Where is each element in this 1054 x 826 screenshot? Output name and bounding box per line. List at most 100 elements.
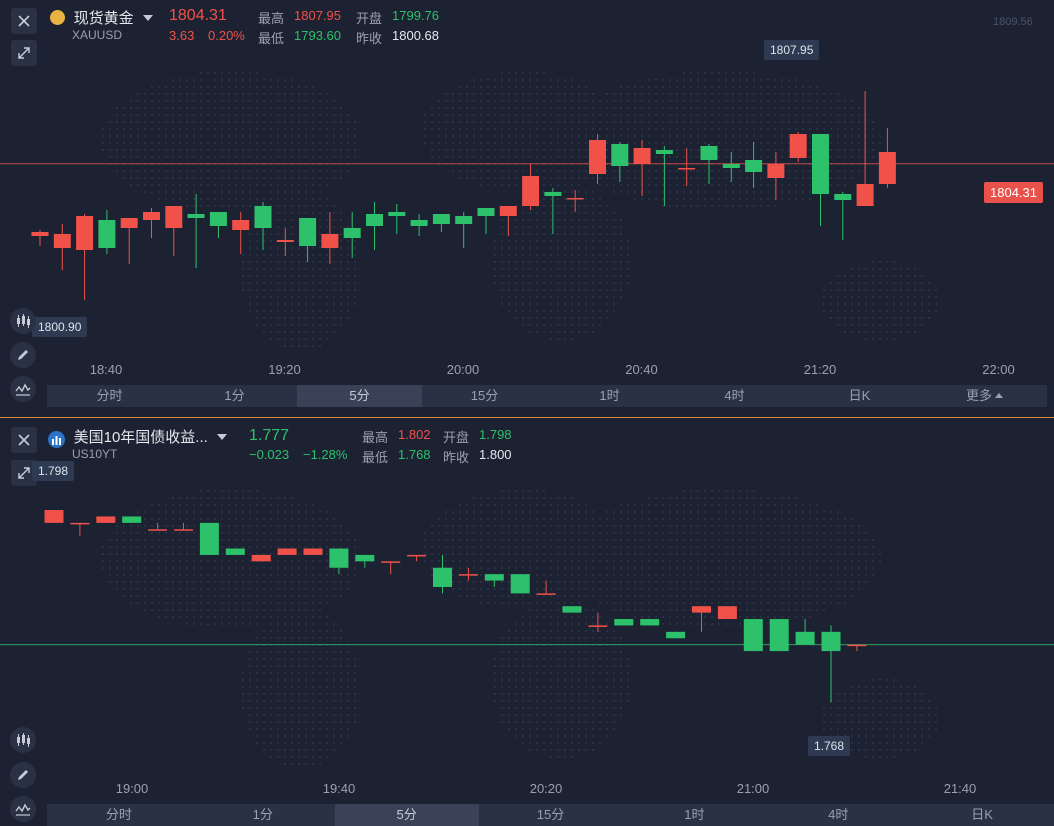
tab-minute-line[interactable]: 分时: [105, 807, 132, 822]
pencil-icon[interactable]: [10, 342, 36, 368]
gold-candle: [165, 206, 183, 256]
expand-icon[interactable]: [11, 40, 37, 66]
chevron-down-icon: [217, 434, 228, 440]
bond-candle: [329, 548, 349, 575]
gold-candle-body: [232, 220, 250, 230]
candlestick-icon[interactable]: [10, 308, 36, 334]
pencil-icon[interactable]: [10, 762, 36, 788]
gold-candle-body: [388, 212, 406, 216]
indicator-icon[interactable]: [10, 796, 36, 822]
gold-candle-body: [566, 198, 584, 200]
gold-candle: [745, 142, 763, 188]
tab-4hour[interactable]: 4时: [724, 388, 745, 403]
bond-candle: [122, 516, 142, 523]
gold-candle-body: [366, 214, 383, 226]
gold-candle: [767, 152, 785, 200]
bond-candle: [743, 619, 763, 652]
bond-candle: [562, 606, 582, 613]
tab-1hour[interactable]: 1时: [599, 388, 620, 403]
bond-title[interactable]: 美国10年国债收益...: [48, 426, 228, 448]
bond-candle: [692, 606, 711, 632]
tab-1min[interactable]: 1分: [224, 388, 245, 403]
gold-chart[interactable]: 18:40 19:20 20:00 20:40 21:20 22:00: [0, 0, 1054, 412]
bond-candle-body: [510, 574, 530, 594]
gold-candle-body: [878, 152, 896, 184]
bond-candle: [458, 567, 478, 581]
gold-candle-body: [76, 216, 94, 250]
bond-candle: [847, 644, 867, 652]
bond-high-label: 最高: [362, 430, 389, 445]
bond-candle-body: [122, 516, 142, 523]
gold-candle-body: [209, 212, 227, 226]
gold-candle-body: [700, 146, 718, 160]
candlestick-icon[interactable]: [10, 727, 36, 753]
bond-candle-body: [666, 631, 686, 639]
bond-candle-body: [692, 606, 711, 613]
gold-low-label: 最低: [258, 31, 285, 46]
gold-change-pct: 0.20%: [208, 28, 245, 43]
bond-candle-body: [717, 606, 737, 620]
gold-time-label: 20:00: [447, 362, 480, 377]
tab-15min[interactable]: 15分: [470, 388, 499, 403]
gold-candle: [276, 228, 294, 256]
gold-candle: [120, 218, 138, 264]
gold-candle: [343, 212, 361, 258]
gold-candle-body: [499, 206, 517, 216]
gold-candle: [432, 214, 450, 232]
gold-candle: [678, 148, 696, 186]
gold-candle: [655, 146, 673, 206]
bond-candle-body: [640, 619, 660, 626]
bond-prev-label: 昨收: [443, 450, 470, 465]
gold-candle-body: [187, 214, 205, 218]
tab-daily[interactable]: 日K: [848, 388, 871, 403]
bond-open: 1.798: [479, 427, 512, 442]
gold-prev-label: 昨收: [356, 31, 383, 46]
bond-chart-icon: [48, 431, 65, 448]
bond-candle: [614, 619, 634, 626]
gold-low: 1793.60: [294, 28, 341, 43]
gold-candle: [53, 224, 71, 270]
bond-candle-body: [70, 522, 90, 525]
close-icon[interactable]: [11, 427, 37, 453]
bond-candle: [174, 522, 193, 531]
gold-name: 现货黄金: [73, 10, 134, 27]
gold-candle: [566, 190, 584, 212]
gold-candle: [611, 142, 629, 182]
bond-low-label: 最低: [362, 450, 389, 465]
gold-interval-tabs: 分时 1分 5分 15分 1时 4时 日K 更多: [47, 385, 1047, 407]
tab-more[interactable]: 更多: [922, 385, 1047, 407]
gold-candle: [143, 208, 160, 238]
bond-candle-body: [536, 593, 556, 595]
tab-daily[interactable]: 日K: [971, 807, 993, 822]
tab-15min[interactable]: 15分: [536, 807, 565, 822]
bond-candle: [795, 619, 815, 645]
bond-candle-body: [96, 516, 116, 523]
gold-candle-body: [143, 212, 160, 220]
indicator-icon[interactable]: [10, 376, 36, 402]
gold-candle: [722, 152, 740, 182]
bond-time-label: 20:20: [530, 781, 563, 796]
gold-high-label: 最高: [258, 11, 285, 26]
gold-candle-body: [678, 168, 696, 170]
tab-4hour[interactable]: 4时: [828, 807, 849, 822]
bond-symbol: US10YT: [72, 447, 118, 461]
bond-time-label: 19:00: [116, 781, 149, 796]
gold-candle-body: [655, 150, 673, 154]
gold-candle-body: [455, 216, 473, 224]
gold-title[interactable]: 现货黄金: [50, 7, 154, 28]
tab-1hour[interactable]: 1时: [684, 807, 705, 822]
close-icon[interactable]: [11, 8, 37, 34]
gold-price: 1804.31: [169, 7, 227, 24]
tab-5min[interactable]: 5分: [334, 804, 479, 826]
tab-5min[interactable]: 5分: [297, 385, 422, 407]
gold-candle-body: [321, 234, 339, 248]
bond-chart[interactable]: 19:00 19:40 20:20 21:00 21:40: [0, 418, 1054, 826]
bond-candle: [821, 625, 841, 703]
gold-symbol: XAUUSD: [72, 28, 123, 42]
tab-minute-line[interactable]: 分时: [96, 388, 123, 403]
tab-1min[interactable]: 1分: [252, 807, 273, 822]
bond-candle: [666, 631, 686, 639]
gold-candle: [232, 212, 250, 254]
gold-candle: [856, 91, 874, 206]
bond-candle-body: [743, 619, 763, 652]
